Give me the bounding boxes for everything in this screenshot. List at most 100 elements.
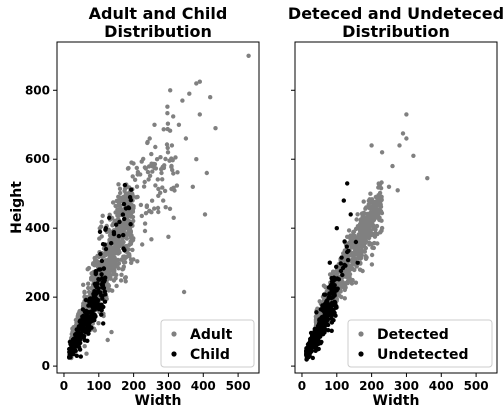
data-point xyxy=(368,200,374,205)
data-point xyxy=(116,182,121,187)
data-point xyxy=(131,161,136,166)
data-point xyxy=(73,317,79,323)
data-point xyxy=(142,221,148,226)
data-point xyxy=(99,234,104,239)
data-point xyxy=(165,145,170,151)
data-point xyxy=(341,198,346,203)
data-point xyxy=(117,186,123,191)
y-tick-label: 600 xyxy=(25,152,50,166)
data-point xyxy=(348,212,353,217)
data-point xyxy=(325,317,330,322)
data-point xyxy=(332,299,337,305)
data-point xyxy=(372,211,377,216)
data-point xyxy=(404,112,409,117)
data-point xyxy=(153,183,158,188)
data-point xyxy=(310,340,315,346)
data-point xyxy=(329,279,335,284)
data-point xyxy=(339,255,344,260)
data-point xyxy=(115,208,121,213)
data-point xyxy=(101,266,106,271)
data-point xyxy=(347,272,353,277)
data-point xyxy=(364,226,369,232)
x-tick-label: 200 xyxy=(359,379,384,393)
data-point xyxy=(124,199,130,204)
legend-label: Detected xyxy=(377,327,449,343)
data-point xyxy=(102,299,108,304)
data-point xyxy=(93,293,98,298)
data-point xyxy=(379,228,384,233)
data-point xyxy=(120,212,126,217)
data-point xyxy=(117,219,122,225)
data-point xyxy=(374,223,380,229)
data-point xyxy=(116,261,122,266)
data-point xyxy=(109,329,114,335)
data-point xyxy=(149,198,155,203)
axes-frame xyxy=(294,41,498,374)
data-point xyxy=(163,205,168,210)
x-tick-label: 100 xyxy=(324,379,349,393)
data-point xyxy=(96,267,102,272)
data-point xyxy=(134,184,140,189)
data-point xyxy=(168,88,173,93)
data-point xyxy=(152,165,157,171)
x-tick-label: 0 xyxy=(298,379,306,393)
data-point xyxy=(110,262,115,267)
data-point xyxy=(155,177,160,182)
data-point xyxy=(154,157,160,162)
data-point xyxy=(112,269,117,275)
data-point xyxy=(149,151,154,157)
data-point xyxy=(400,131,406,136)
chart-title: Deteced and Undeteced xyxy=(288,4,504,23)
data-point xyxy=(110,245,115,250)
data-point xyxy=(352,248,358,253)
data-point xyxy=(328,306,333,311)
data-point xyxy=(106,229,111,234)
data-point xyxy=(103,292,108,297)
data-point xyxy=(111,278,117,283)
data-point xyxy=(319,327,325,332)
data-point xyxy=(358,227,364,233)
data-point xyxy=(83,318,89,324)
data-point xyxy=(142,228,148,234)
data-point xyxy=(197,112,202,117)
data-point xyxy=(84,351,89,356)
data-point xyxy=(86,328,92,333)
data-point xyxy=(329,312,335,317)
data-point xyxy=(317,317,322,322)
data-point xyxy=(100,213,105,218)
data-point xyxy=(194,81,199,86)
data-point xyxy=(131,257,136,262)
data-point xyxy=(318,341,323,346)
data-point xyxy=(129,239,134,245)
data-point xyxy=(128,214,134,219)
data-point xyxy=(370,223,376,228)
data-point xyxy=(99,272,104,277)
legend-marker xyxy=(358,331,364,337)
data-point xyxy=(369,216,375,221)
data-point xyxy=(305,349,311,355)
data-point xyxy=(357,267,363,272)
data-point xyxy=(194,157,199,162)
data-point xyxy=(134,165,139,171)
data-point xyxy=(425,176,430,181)
data-point xyxy=(361,210,367,215)
data-point xyxy=(335,286,340,291)
data-point xyxy=(90,276,95,281)
y-tick-label: 400 xyxy=(25,221,50,235)
data-point xyxy=(115,211,121,216)
data-point xyxy=(395,188,400,193)
data-point xyxy=(116,194,121,199)
chart-title: Distribution xyxy=(104,22,212,41)
data-point xyxy=(174,183,180,188)
data-point xyxy=(101,321,106,326)
data-point xyxy=(378,186,384,191)
data-point xyxy=(96,277,101,282)
data-point xyxy=(126,247,131,252)
data-point xyxy=(91,261,96,266)
data-point xyxy=(131,218,136,224)
x-tick-label: 500 xyxy=(226,379,251,393)
data-point xyxy=(202,212,208,217)
data-point xyxy=(376,181,381,186)
data-point xyxy=(355,260,360,265)
data-point xyxy=(132,177,138,182)
